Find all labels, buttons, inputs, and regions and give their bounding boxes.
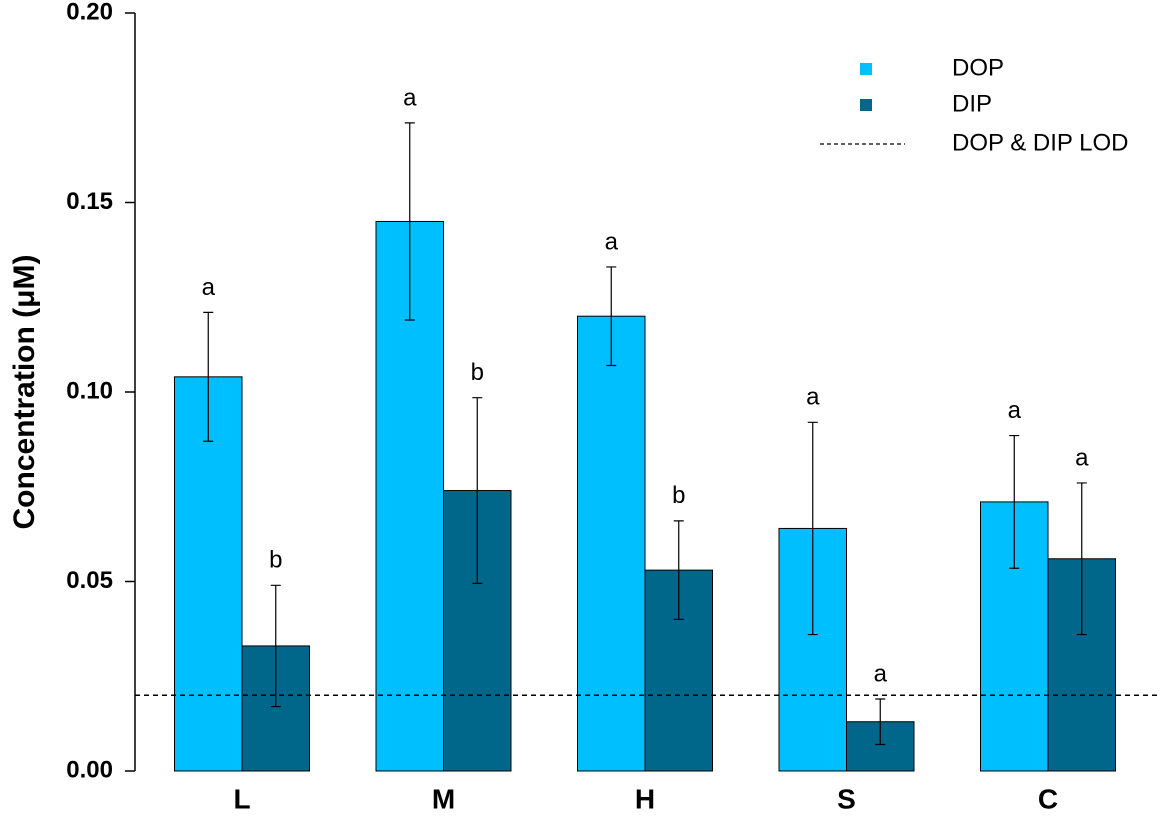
x-tick-label: C <box>1038 783 1058 814</box>
y-tick-label: 0.00 <box>66 756 113 783</box>
error-bar <box>606 266 617 367</box>
x-tick-label: H <box>635 783 655 814</box>
significance-letter: a <box>202 274 216 301</box>
legend-label: DIP <box>952 90 992 117</box>
y-tick-label: 0.20 <box>66 0 113 25</box>
legend-label: DOP & DIP LOD <box>952 129 1129 156</box>
error-bar <box>404 122 415 321</box>
error-bar <box>270 584 281 708</box>
error-bar <box>472 397 483 584</box>
significance-letter: b <box>471 359 484 386</box>
x-tick-label: S <box>837 783 856 814</box>
significance-letter: b <box>672 482 685 509</box>
significance-letter: a <box>1075 444 1089 471</box>
x-tick-label: L <box>233 783 250 814</box>
y-tick-label: 0.10 <box>66 377 113 404</box>
error-bar <box>203 311 214 442</box>
x-tick-label: M <box>432 783 455 814</box>
error-bar <box>1076 482 1087 636</box>
error-bar <box>1009 434 1020 569</box>
legend-swatch <box>860 99 872 111</box>
significance-letter: a <box>874 660 888 687</box>
significance-letter: b <box>269 547 282 574</box>
significance-letter: a <box>403 84 417 111</box>
error-bar <box>673 520 684 620</box>
legend-label: DOP <box>952 54 1004 81</box>
significance-letter: a <box>605 228 619 255</box>
y-tick-label: 0.05 <box>66 567 113 594</box>
bar <box>577 315 646 772</box>
y-tick-label: 0.15 <box>66 188 113 215</box>
y-axis-label: Concentration (μM) <box>8 255 41 530</box>
error-bar <box>807 421 818 636</box>
significance-letter: a <box>1008 397 1022 424</box>
bar <box>174 376 243 772</box>
legend-swatch <box>860 63 872 75</box>
significance-letter: a <box>806 384 820 411</box>
error-bar <box>875 698 886 746</box>
